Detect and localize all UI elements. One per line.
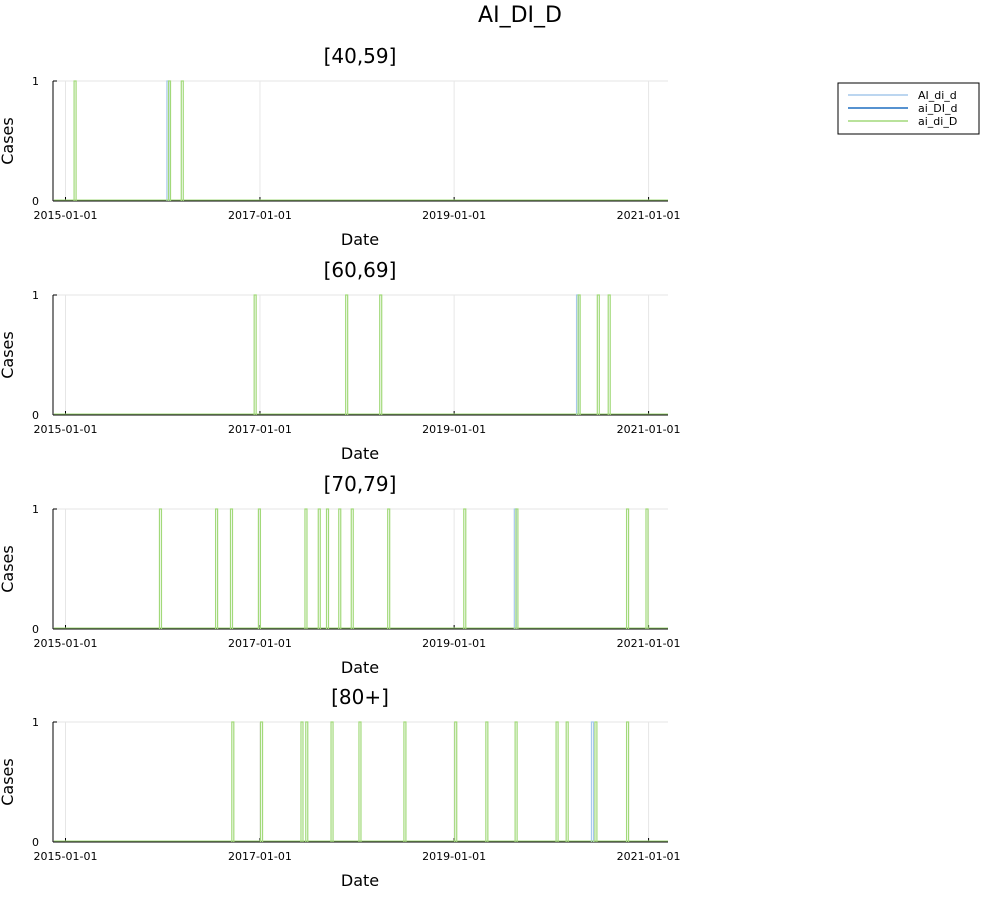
series-spike (454, 721, 458, 842)
series-spike (596, 294, 600, 415)
y-axis-label: Cases (0, 758, 17, 806)
series-spike (325, 508, 330, 629)
y-tick-label: 0 (32, 623, 39, 636)
series-spike (317, 508, 321, 629)
y-axis-label: Cases (0, 545, 17, 593)
series-spike (338, 508, 342, 629)
series-spike (379, 294, 383, 415)
legend-label: ai_DI_d (918, 102, 958, 115)
chart-panel: [80+] 2015-01-01 2017-01-01 2019-01-01 2021-… (0, 685, 681, 890)
series-spike (387, 508, 391, 629)
series-spike (358, 721, 362, 842)
chart-panel: [70,79] 2015-01-01 2017-01-01 2019-01-01 202… (0, 472, 681, 677)
series-spike (214, 508, 219, 629)
y-tick-label: 0 (32, 409, 39, 422)
x-tick-label: 2021-01-01 (617, 209, 681, 222)
series-spike (555, 721, 559, 842)
panel-title: [40,59] (324, 44, 397, 68)
x-tick-label: 2017-01-01 (228, 209, 292, 222)
x-axis-label: Date (341, 658, 379, 677)
series-spike (515, 508, 519, 629)
y-axis-label: Cases (0, 117, 17, 165)
x-axis-label: Date (341, 444, 379, 463)
series-spike (345, 294, 349, 415)
series-spike (607, 294, 611, 415)
x-tick-label: 2019-01-01 (422, 637, 486, 650)
series-spike (403, 721, 407, 842)
series-spike (514, 721, 518, 842)
x-tick-label: 2017-01-01 (228, 637, 292, 650)
x-tick-label: 2021-01-01 (617, 637, 681, 650)
panel-title: [60,69] (324, 258, 397, 282)
legend-label: ai_di_D (918, 115, 957, 128)
legend-label: AI_di_d (918, 89, 957, 102)
series-spike (565, 721, 569, 842)
series-spike (577, 294, 581, 415)
y-tick-label: 0 (32, 195, 39, 208)
x-tick-label: 2017-01-01 (228, 423, 292, 436)
series-spike (485, 721, 489, 842)
series-spike (158, 508, 163, 629)
series-spike (304, 508, 308, 629)
chart-panel: [60,69] 2015-01-01 2017-01-01 2019-01-01 202… (0, 258, 681, 463)
series-spike (645, 508, 649, 629)
series-spike (231, 721, 235, 842)
y-tick-label: 1 (32, 289, 39, 302)
series-spike (229, 508, 234, 629)
y-tick-label: 1 (32, 75, 39, 88)
x-tick-label: 2021-01-01 (617, 850, 681, 863)
x-axis-label: Date (341, 230, 379, 249)
x-tick-label: 2017-01-01 (228, 850, 292, 863)
series-spike (625, 508, 630, 629)
main-title: AI_DI_D (478, 3, 562, 28)
x-tick-label: 2019-01-01 (422, 209, 486, 222)
series-spike (253, 294, 257, 415)
series-spike (259, 721, 264, 842)
chart-panel: [40,59] 2015-01-01 2017-01-01 2019-01-01 202… (0, 44, 681, 249)
series-spike (167, 80, 172, 201)
y-tick-label: 1 (32, 503, 39, 516)
series-spike (305, 721, 309, 842)
y-tick-label: 1 (32, 716, 39, 729)
x-tick-label: 2015-01-01 (34, 637, 98, 650)
panel-title: [80+] (331, 685, 389, 709)
x-tick-label: 2015-01-01 (34, 209, 98, 222)
series-spike (330, 721, 334, 842)
series-spike (180, 80, 184, 201)
x-axis-label: Date (341, 871, 379, 890)
series-spike (73, 80, 77, 201)
x-tick-label: 2021-01-01 (617, 423, 681, 436)
x-tick-label: 2015-01-01 (34, 850, 98, 863)
series-spike (257, 508, 262, 629)
x-tick-label: 2019-01-01 (422, 850, 486, 863)
x-tick-label: 2019-01-01 (422, 423, 486, 436)
y-tick-label: 0 (32, 836, 39, 849)
panel-title: [70,79] (324, 472, 397, 496)
series-spike (300, 721, 304, 842)
series-spike (590, 721, 595, 842)
series-spike (350, 508, 354, 629)
y-axis-label: Cases (0, 331, 17, 379)
series-spike (594, 721, 598, 842)
series-spike (463, 508, 467, 629)
chart-panels: [40,59] 2015-01-01 2017-01-01 2019-01-01 202… (0, 44, 681, 890)
x-tick-label: 2015-01-01 (34, 423, 98, 436)
legend: AI_di_dai_DI_dai_di_D (837, 82, 980, 135)
series-spike (625, 721, 630, 842)
